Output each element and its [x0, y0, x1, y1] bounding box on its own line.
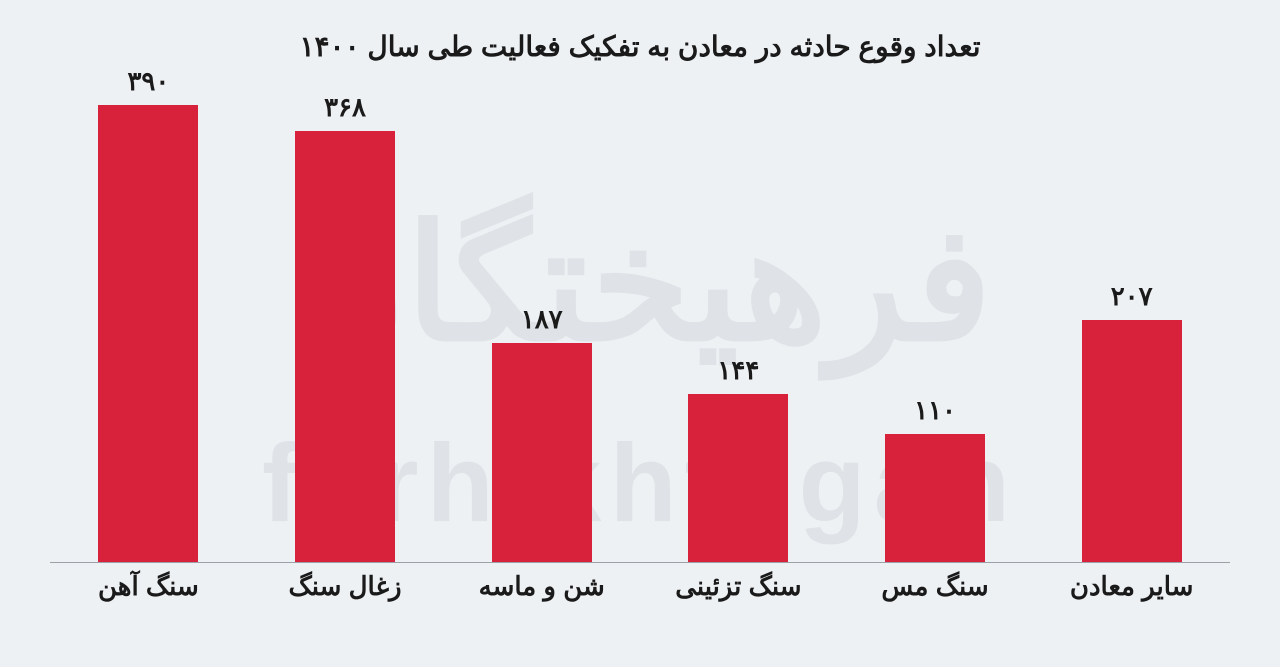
bar-rect [885, 434, 985, 563]
bar-rect [688, 394, 788, 563]
bar-slot: ۳۹۰ [63, 66, 233, 563]
bar-slot: ۱۸۷ [457, 304, 627, 563]
plot-area: ۳۹۰ ۳۶۸ ۱۸۷ ۱۴۴ ۱۱۰ ۲۰۷ [50, 93, 1230, 603]
x-axis-label: شن و ماسه [457, 563, 627, 602]
bar-value-label: ۳۹۰ [127, 66, 169, 97]
bar-value-label: ۲۰۷ [1111, 281, 1153, 312]
x-axis-label: زغال سنگ [260, 563, 430, 602]
bar-slot: ۳۶۸ [260, 92, 430, 563]
bar-value-label: ۱۱۰ [914, 395, 956, 426]
bar-rect [492, 343, 592, 563]
bar-rect [295, 131, 395, 563]
bar-rect [1082, 320, 1182, 563]
bar-value-label: ۱۸۷ [521, 304, 563, 335]
bar-slot: ۱۱۰ [850, 395, 1020, 563]
x-axis-label: سنگ آهن [63, 563, 233, 602]
x-axis-label: سایر معادن [1047, 563, 1217, 602]
bars-wrap: ۳۹۰ ۳۶۸ ۱۸۷ ۱۴۴ ۱۱۰ ۲۰۷ [50, 93, 1230, 563]
chart-title: تعداد وقوع حادثه در معادن به تفکیک فعالی… [50, 30, 1230, 63]
bar-rect [98, 105, 198, 563]
chart-container: فرهیختگان farhikhtegan تعداد وقوع حادثه … [0, 0, 1280, 667]
bar-slot: ۲۰۷ [1047, 281, 1217, 563]
x-axis-labels: سنگ آهن زغال سنگ شن و ماسه سنگ تزئینی سن… [50, 563, 1230, 603]
bar-value-label: ۱۴۴ [717, 355, 759, 386]
bar-value-label: ۳۶۸ [324, 92, 366, 123]
bar-slot: ۱۴۴ [653, 355, 823, 563]
x-axis-label: سنگ مس [850, 563, 1020, 602]
x-axis-label: سنگ تزئینی [653, 563, 823, 602]
